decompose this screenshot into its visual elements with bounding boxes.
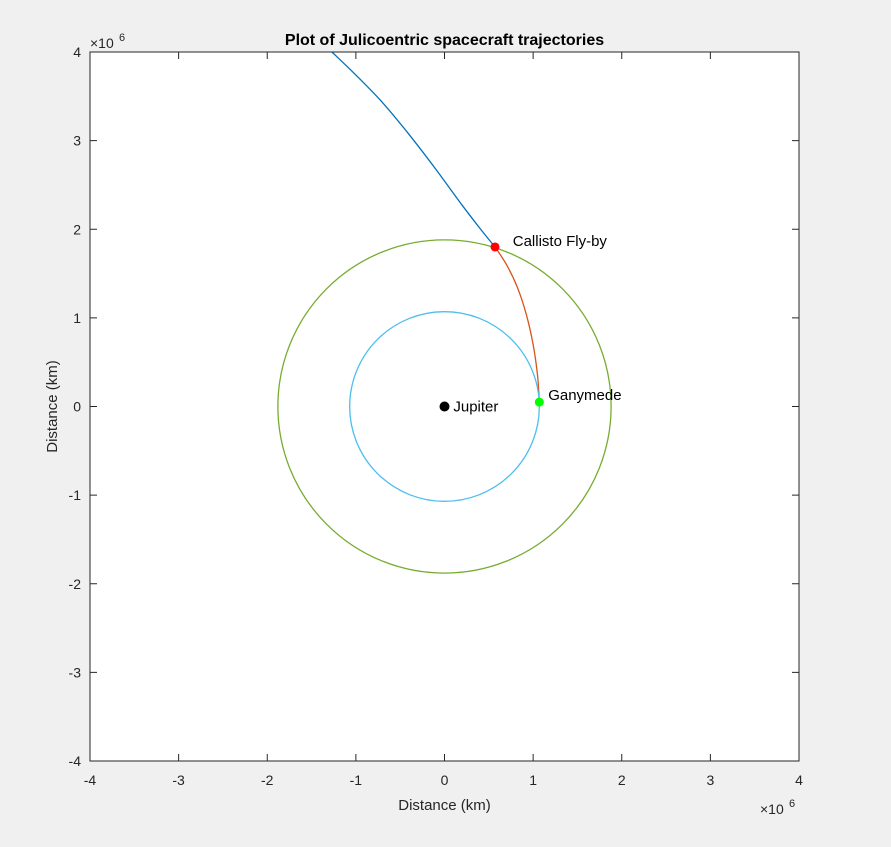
x-tick-label: -1 <box>350 772 363 788</box>
chart-title: Plot of Julicoentric spacecraft trajecto… <box>285 32 604 49</box>
orbit-circle-3 <box>277 239 612 574</box>
points-group: Jupiter Ganymede Callisto Fly-by <box>439 233 622 416</box>
x-exponent-base: ×10 <box>760 801 784 817</box>
y-tick-label: -3 <box>69 664 82 680</box>
y-tick-label: -2 <box>69 576 82 592</box>
x-tick-label: 4 <box>795 772 803 788</box>
callisto-fly-by-marker <box>490 242 500 252</box>
y-exponent: ×10 6 <box>90 32 125 51</box>
y-tick-label: 2 <box>73 221 81 237</box>
y-exponent-base: ×10 <box>90 35 114 51</box>
x-tick-label: 3 <box>706 772 714 788</box>
series-group <box>277 51 612 574</box>
trajectory-curve-1 <box>494 246 540 403</box>
x-axis-label: Distance (km) <box>398 797 491 814</box>
y-tick-label: -4 <box>69 753 82 769</box>
x-tick-label: 0 <box>441 772 449 788</box>
x-exponent: ×10 6 <box>760 798 795 817</box>
trajectory-curve-0 <box>331 51 496 248</box>
axes-box <box>89 51 800 762</box>
y-tick-label: 3 <box>73 133 81 149</box>
y-tick-label: 4 <box>73 44 81 60</box>
callisto-fly-by-label: Callisto Fly-by <box>513 233 608 250</box>
x-tick-label: -2 <box>261 772 274 788</box>
x-tick-label: -4 <box>84 772 97 788</box>
y-exponent-power: 6 <box>119 32 125 44</box>
y-tick-label: -1 <box>69 487 82 503</box>
ganymede-marker <box>534 397 544 407</box>
jupiter-label: Jupiter <box>453 399 498 416</box>
y-tick-label: 0 <box>73 399 81 415</box>
jupiter-marker <box>439 401 450 412</box>
y-tick-label: 1 <box>73 310 81 326</box>
tick-labels: -4 -3 -2 -1 0 1 2 3 4 -4 -3 -2 -1 0 1 2 3 4 <box>69 44 804 788</box>
x-tick-label: 2 <box>618 772 626 788</box>
x-tick-label: 1 <box>529 772 537 788</box>
ganymede-label: Ganymede <box>548 387 621 404</box>
x-exponent-power: 6 <box>789 798 795 810</box>
y-axis-label: Distance (km) <box>44 360 61 453</box>
x-tick-label: -3 <box>172 772 185 788</box>
